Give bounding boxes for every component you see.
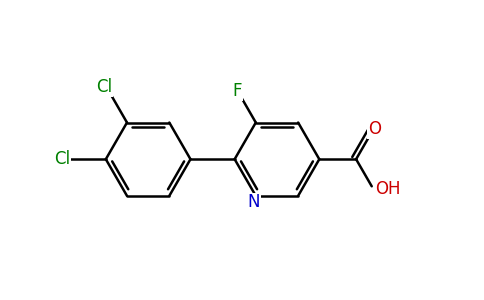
Text: Cl: Cl	[54, 150, 71, 168]
Text: OH: OH	[375, 180, 400, 198]
Text: O: O	[368, 120, 381, 138]
Text: N: N	[248, 194, 260, 211]
Text: F: F	[233, 82, 242, 100]
Text: Cl: Cl	[96, 78, 112, 96]
